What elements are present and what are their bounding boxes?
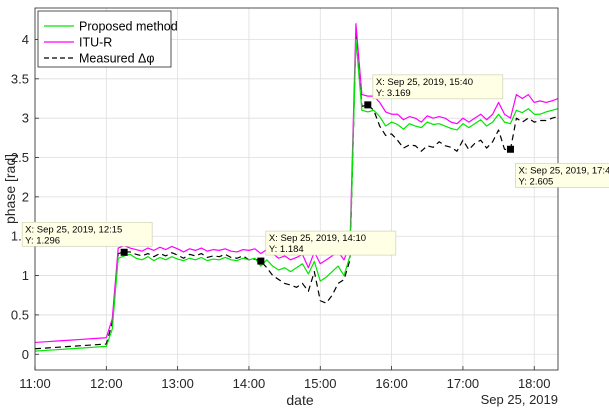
x-tick-label: 14:00	[233, 376, 266, 391]
datatip-box	[21, 221, 153, 247]
x-tick-label: 13:00	[161, 376, 194, 391]
x-axis-label: date	[286, 392, 313, 408]
legend-label: Proposed method	[79, 20, 178, 34]
y-tick-label: 0.5	[11, 307, 29, 322]
y-tick-label: 4	[22, 32, 29, 47]
datatip-y-label: Y: 3.169	[376, 88, 411, 99]
x-tick-label: 17:00	[447, 376, 480, 391]
datatip-y-label: Y: 1.184	[269, 244, 304, 255]
datatip-marker[interactable]	[506, 145, 514, 153]
datatip-box	[515, 162, 609, 188]
datatip-y-label: Y: 2.605	[518, 176, 553, 187]
datatip-x-label: X: Sep 25, 2019, 15:40	[376, 77, 473, 88]
datatip-y-label: Y: 1.296	[25, 235, 60, 246]
datatip-marker[interactable]	[257, 257, 265, 265]
legend-label: ITU-R	[79, 36, 112, 50]
y-axis-label: phase [rad]	[2, 154, 18, 224]
series-line	[34, 38, 559, 352]
datatip-marker[interactable]	[364, 101, 372, 109]
x-axis-secondary-label: Sep 25, 2019	[481, 392, 558, 407]
legend-label: Measured Δφ	[79, 52, 155, 66]
x-tick-label: 11:00	[19, 376, 51, 391]
datatip-x-label: X: Sep 25, 2019, 12:15	[25, 224, 122, 235]
datatip-marker[interactable]	[120, 248, 128, 256]
x-tick-label: 16:00	[375, 376, 408, 391]
y-tick-label: 0	[22, 347, 29, 362]
x-tick-label: 12:00	[90, 376, 123, 391]
datatip-box	[372, 74, 504, 100]
series-line	[34, 34, 559, 350]
x-axis-ticks: 11:00 12:00 13:00 14:00 15:00 16:00 17:00 18:00	[19, 366, 551, 391]
datatip-box	[265, 230, 397, 256]
datatips: X: Sep 25, 2019, 12:15Y: 1.296 X: Sep 25,…	[21, 74, 609, 265]
y-axis-ticks: 00.511.522.533.54	[11, 32, 39, 362]
y-tick-label: 3	[22, 111, 29, 126]
datatip-x-label: X: Sep 25, 2019, 14:10	[269, 233, 366, 244]
legend: Proposed method ITU-R Measured Δφ	[37, 10, 178, 68]
x-tick-label: 18:00	[518, 376, 551, 391]
x-tick-label: 15:00	[304, 376, 337, 391]
y-tick-label: 2.5	[11, 150, 29, 165]
y-tick-label: 2	[22, 189, 29, 204]
plot-area	[35, 8, 558, 370]
y-tick-label: 1	[22, 268, 29, 283]
y-tick-label: 3.5	[11, 71, 29, 86]
datatip-x-label: X: Sep 25, 2019, 17:40	[518, 165, 609, 176]
plot-frame	[34, 7, 559, 371]
